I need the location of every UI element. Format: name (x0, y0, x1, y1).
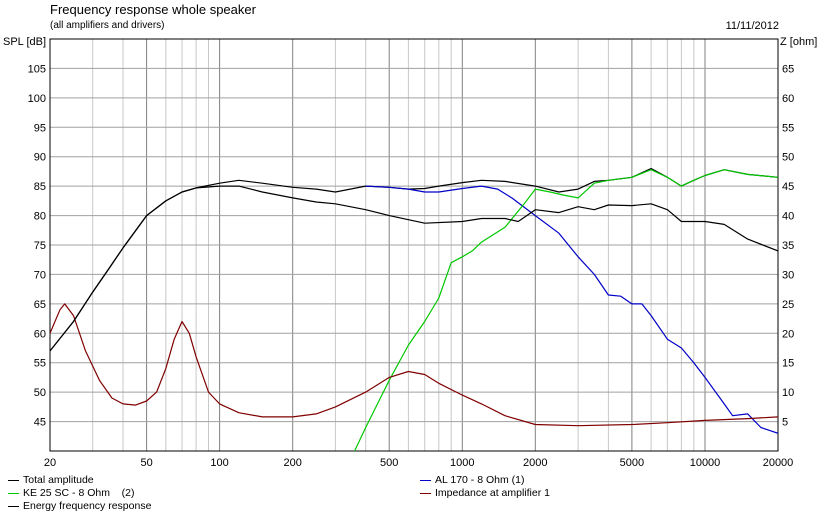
legend-swatch-total (8, 479, 19, 481)
x-tick-label: 200 (284, 457, 302, 469)
x-tick-label: 50 (140, 457, 152, 469)
y-left-tick-label: 80 (34, 211, 46, 223)
series-energy (50, 185, 778, 352)
legend-swatch-energy (8, 505, 19, 507)
legend-swatch-tweeter (8, 492, 19, 494)
y-left-tick-label: 100 (28, 93, 46, 105)
chart-date: 11/11/2012 (725, 20, 779, 32)
y-left-tick-label: 50 (34, 387, 46, 399)
legend-swatch-impedance (420, 492, 431, 494)
series-total-amplitude (50, 167, 778, 352)
x-tick-label: 100 (210, 457, 228, 469)
legend-label-woofer: AL 170 - 8 Ohm (1) (435, 474, 525, 486)
y-right-tick-label: 50 (782, 152, 794, 164)
y-left-tick-label: 85 (34, 181, 46, 193)
chart-title: Frequency response whole speaker (50, 2, 256, 17)
y-right-tick-label: 5 (782, 417, 788, 429)
x-tick-label: 1000 (450, 457, 474, 469)
legend-label-energy: Energy frequency response (23, 500, 152, 512)
series-woofer (365, 185, 778, 434)
y-left-tick-label: 55 (34, 358, 46, 370)
x-tick-label: 5000 (620, 457, 644, 469)
y-left-tick-label: 65 (34, 299, 46, 311)
y-left-tick-label: 95 (34, 122, 46, 134)
y-right-tick-label: 30 (782, 269, 794, 281)
y-left-tick-label: 90 (34, 152, 46, 164)
legend-label-impedance: Impedance at amplifier 1 (435, 487, 550, 499)
legend-label-tweeter: KE 25 SC - 8 Ohm (2) (23, 487, 135, 499)
y-right-tick-label: 10 (782, 387, 794, 399)
y-right-tick-label: 65 (782, 63, 794, 75)
legend-label-total: Total amplitude (23, 474, 94, 486)
y-right-tick-label: 35 (782, 240, 794, 252)
legend-item-woofer: AL 170 - 8 Ohm (1) (420, 474, 524, 486)
x-tick-label: 20 (44, 457, 56, 469)
x-tick-label: 20000 (763, 457, 794, 469)
y-right-tick-label: 60 (782, 93, 794, 105)
y-axis-left-label: SPL [dB] (3, 36, 47, 48)
chart-subtitle: (all amplifiers and drivers) (50, 20, 165, 31)
y-left-tick-label: 60 (34, 328, 46, 340)
legend-item-energy: Energy frequency response (8, 500, 151, 512)
series-tweeter (354, 169, 778, 451)
y-right-tick-label: 20 (782, 328, 794, 340)
y-right-tick-label: 25 (782, 299, 794, 311)
y-right-tick-label: 55 (782, 122, 794, 134)
y-right-tick-label: 40 (782, 211, 794, 223)
x-tick-label: 10000 (690, 457, 721, 469)
legend-item-total: Total amplitude (8, 474, 94, 486)
legend-item-tweeter: KE 25 SC - 8 Ohm (2) (8, 487, 134, 499)
y-left-tick-label: 105 (28, 63, 46, 75)
y-axis-right-label: Z [ohm] (780, 36, 818, 48)
legend-swatch-woofer (420, 479, 431, 481)
legend-item-impedance: Impedance at amplifier 1 (420, 487, 550, 499)
plot-frame (49, 38, 779, 452)
y-left-tick-label: 45 (34, 417, 46, 429)
series-impedance (50, 303, 778, 427)
y-left-tick-label: 75 (34, 240, 46, 252)
x-tick-label: 500 (380, 457, 398, 469)
x-tick-label: 2000 (523, 457, 547, 469)
y-right-tick-label: 15 (782, 358, 794, 370)
y-right-tick-label: 45 (782, 181, 794, 193)
y-left-tick-label: 70 (34, 269, 46, 281)
